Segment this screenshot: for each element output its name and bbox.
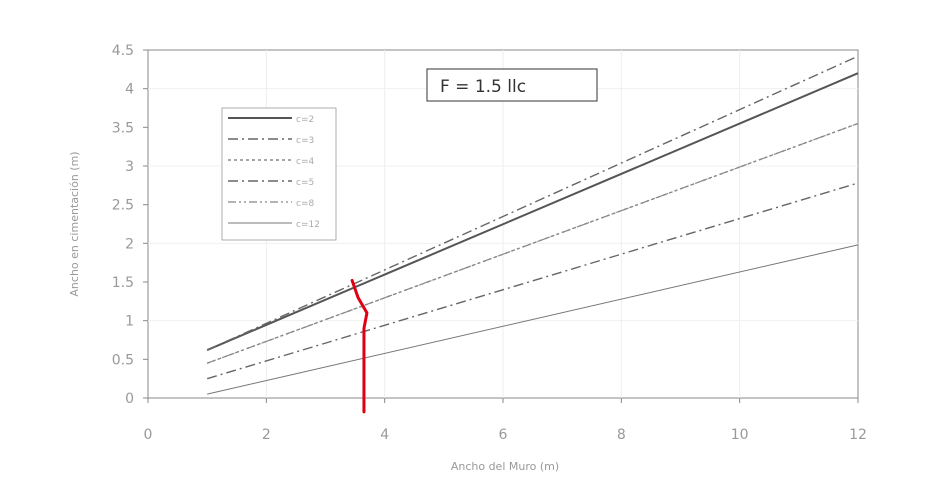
- annotation-text: F = 1.5 llc: [440, 77, 526, 97]
- legend-label: c=5: [296, 178, 314, 188]
- annotation-box: F = 1.5 llc: [426, 68, 598, 102]
- red-marker-stroke: [350, 278, 369, 414]
- legend-label: c=2: [296, 115, 314, 125]
- legend-label: c=12: [296, 220, 320, 230]
- x-tick-label: 4: [380, 427, 389, 443]
- y-tick-label: 2: [125, 236, 134, 252]
- legend-label: c=4: [296, 157, 314, 167]
- y-tick-label: 2.5: [112, 198, 134, 214]
- y-tick-label: 4.5: [112, 43, 134, 59]
- series-line-c-2: [206, 72, 859, 351]
- x-tick-label: 12: [849, 427, 867, 443]
- series-line-c-5: [206, 182, 859, 380]
- x-axis-label: Ancho del Muro (m): [451, 460, 559, 473]
- x-tick-label: 0: [144, 427, 153, 443]
- y-tick-label: 3: [125, 159, 134, 175]
- legend-label: c=8: [296, 199, 314, 209]
- y-tick-label: 3.5: [112, 120, 134, 136]
- y-tick-label: 1: [125, 314, 134, 330]
- legend-label: c=3: [296, 136, 314, 146]
- series-line-c-4: [206, 122, 859, 364]
- y-tick-label: 4: [125, 82, 134, 98]
- x-tick-label: 10: [731, 427, 749, 443]
- x-tick-label: 8: [617, 427, 626, 443]
- y-tick-label: 1.5: [112, 275, 134, 291]
- y-tick-label: 0: [125, 391, 134, 407]
- series-line-c-3: [206, 55, 859, 351]
- x-tick-label: 2: [262, 427, 271, 443]
- y-tick-label: 0.5: [112, 352, 134, 368]
- x-tick-label: 6: [499, 427, 508, 443]
- series-line-c-12: [207, 244, 859, 395]
- series-layer: [206, 55, 859, 395]
- legend: c=2 c=3 c=4 c=5 c=8 c=12: [221, 107, 337, 241]
- y-axis-label: Ancho en cimentación (m): [68, 151, 81, 296]
- ticks: 0 2 4 6 8 10 12 0 0.5 1 1.5 2 2.5 3 3.5 4 4.5: [112, 43, 867, 443]
